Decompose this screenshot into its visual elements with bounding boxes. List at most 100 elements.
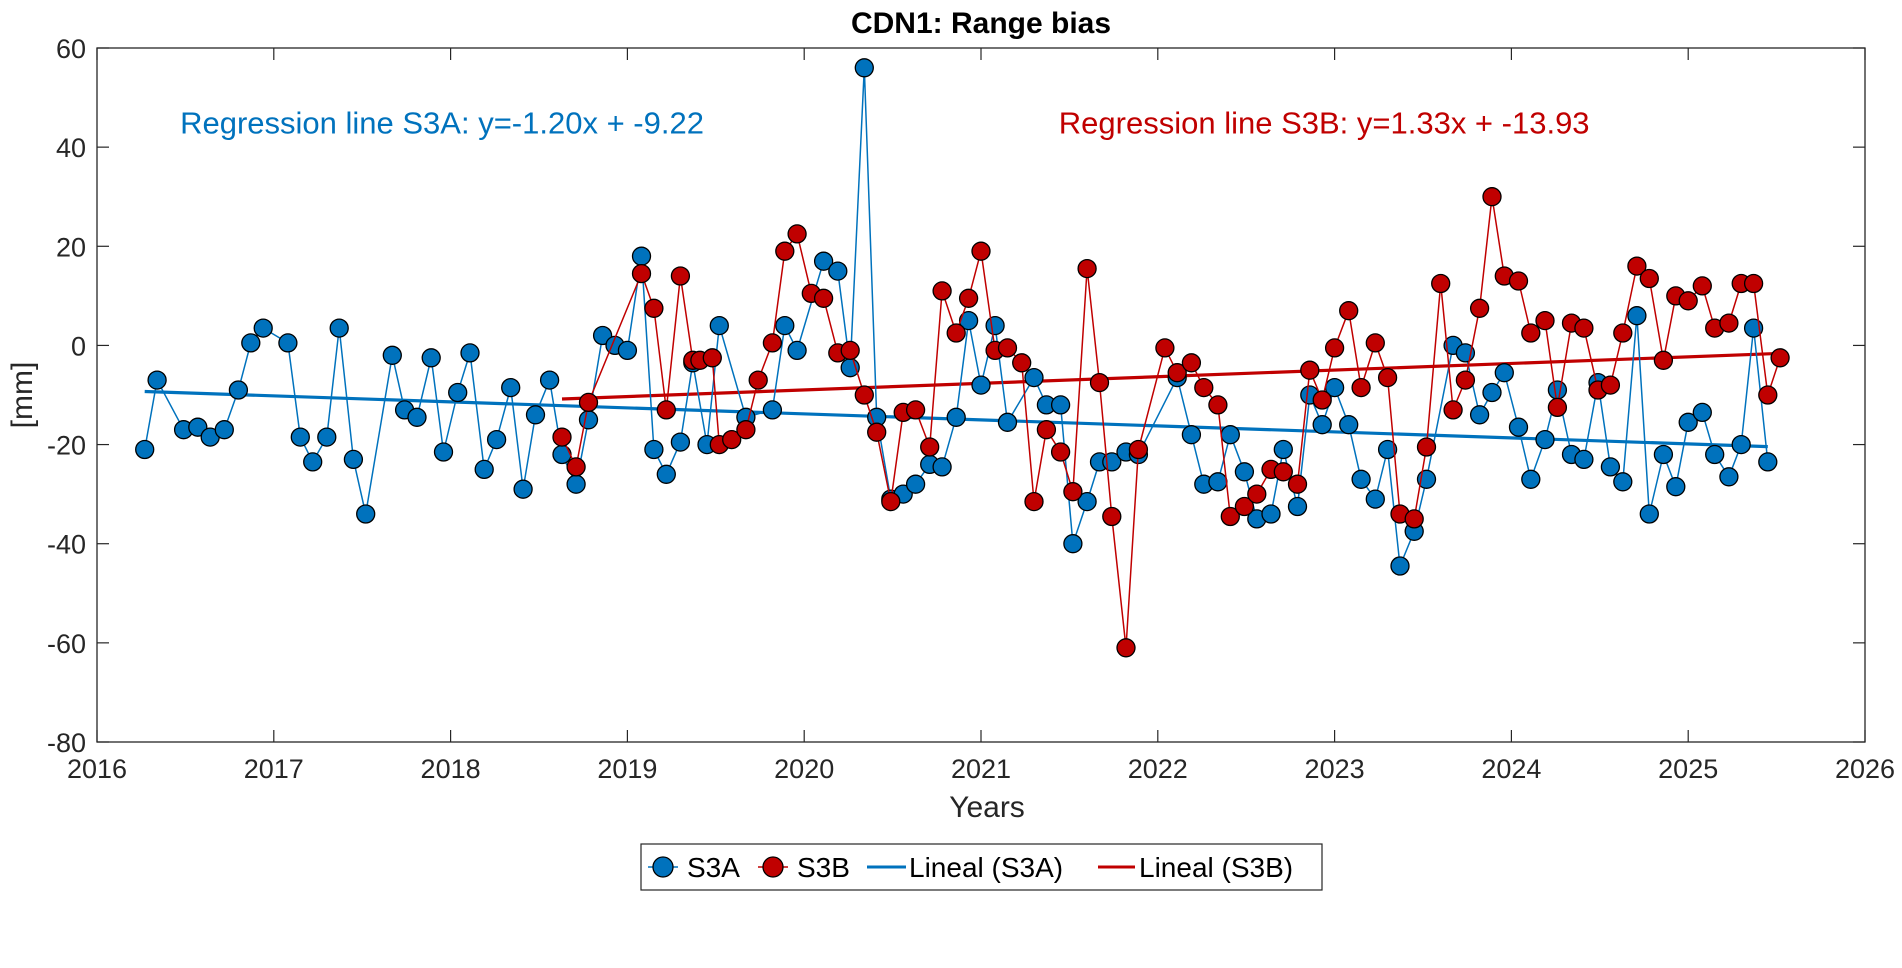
data-point-s3b	[840, 340, 860, 361]
data-point-s3b	[1692, 276, 1712, 296]
data-point-s3b	[881, 491, 901, 512]
data-point-s3a	[407, 407, 427, 427]
regression-annotation-s3a: Regression line S3A: y=-1.20x + -9.22	[180, 105, 704, 140]
data-point-s3b	[1351, 377, 1371, 398]
data-point-s3b	[1377, 367, 1398, 388]
x-tick-label: 2021	[951, 754, 1011, 784]
legend-lineal-s3a-label: Lineal (S3A)	[909, 852, 1063, 883]
data-point-s3b	[1770, 348, 1790, 368]
data-point-s3a	[486, 429, 507, 450]
data-point-s3a	[617, 340, 638, 361]
data-point-s3a	[278, 333, 298, 353]
data-point-s3a	[1351, 469, 1371, 489]
data-point-s3a	[971, 375, 991, 395]
data-point-s3b	[1535, 310, 1555, 331]
data-point-s3a	[290, 427, 310, 447]
data-point-s3b	[722, 429, 742, 450]
data-point-s3a	[670, 432, 691, 452]
data-point-s3a	[1365, 489, 1385, 509]
data-point-s3a	[1273, 439, 1293, 460]
data-point-s3b	[1627, 256, 1647, 276]
data-point-s3a	[1208, 472, 1228, 492]
data-point-s3b	[566, 457, 586, 477]
data-point-s3a	[932, 457, 952, 477]
data-point-s3a	[1312, 415, 1332, 435]
y-tick-label: 0	[71, 331, 86, 361]
data-point-s3b	[1300, 360, 1320, 380]
data-point-s3b	[932, 281, 952, 301]
data-point-s3a	[228, 380, 249, 400]
plot-area	[97, 48, 1865, 742]
data-point-s3b	[1089, 372, 1110, 393]
data-point-s3a	[1050, 395, 1071, 415]
data-point-s3a	[1521, 469, 1541, 489]
data-point-s3a	[1731, 434, 1751, 455]
data-point-s3a	[1234, 462, 1255, 482]
data-point-s3b	[1102, 506, 1122, 527]
data-point-s3b	[1521, 323, 1541, 343]
data-point-s3b	[1455, 370, 1476, 390]
data-point-s3b	[1600, 375, 1621, 395]
data-point-s3b	[1208, 395, 1228, 415]
data-point-s3b	[1547, 397, 1568, 418]
data-point-s3b	[946, 323, 966, 343]
data-point-s3a	[501, 377, 521, 398]
tick-layer: 2016 2017 2018 2019 2020 2021 2022 2023 2024 2025…	[47, 34, 1895, 784]
y-tick-label: -60	[47, 629, 86, 659]
data-point-s3a	[1653, 444, 1674, 465]
data-point-s3b	[1167, 363, 1187, 383]
data-point-s3a	[421, 348, 441, 368]
data-point-s3b	[1508, 271, 1529, 291]
data-point-s3b	[1247, 484, 1267, 504]
x-tick-label: 2018	[421, 754, 481, 784]
data-point-s3a	[525, 405, 546, 425]
data-point-s3a	[1639, 504, 1659, 524]
data-point-s3a	[1024, 367, 1044, 388]
data-point-s3b	[1050, 442, 1071, 462]
data-point-s3b	[1482, 187, 1502, 207]
y-tick-label: 40	[56, 133, 86, 163]
data-point-s3a	[1535, 429, 1555, 450]
data-point-s3a	[1469, 405, 1490, 425]
x-tick-label: 2022	[1128, 754, 1188, 784]
x-tick-label: 2025	[1658, 754, 1718, 784]
data-point-s3a	[214, 420, 234, 440]
data-point-s3b	[775, 241, 795, 261]
y-tick-label: 60	[56, 34, 86, 64]
legend-box	[640, 843, 1323, 891]
data-point-s3b	[702, 348, 722, 368]
data-point-s3a	[1613, 472, 1633, 492]
data-point-s3a	[709, 315, 729, 336]
data-point-s3b	[631, 263, 652, 284]
data-point-s3b	[1339, 301, 1359, 321]
data-point-s3b	[1639, 268, 1659, 289]
data-point-s3a	[1261, 504, 1281, 524]
data-point-s3a	[1508, 417, 1529, 437]
x-tick-label: 2020	[774, 754, 834, 784]
data-point-s3a	[1077, 491, 1097, 512]
data-point-s3b	[1613, 323, 1633, 343]
legend: S3A S3B Lineal (S3A) Lineal (S3B)	[640, 843, 1323, 891]
data-point-s3b	[1287, 474, 1308, 494]
data-point-s3a	[1719, 467, 1739, 487]
x-tick-label: 2019	[597, 754, 657, 784]
data-point-s3a	[1494, 363, 1514, 383]
data-point-s3a	[1390, 556, 1410, 576]
data-point-s3a	[303, 452, 323, 472]
data-point-s3b	[1077, 258, 1097, 279]
series-s3b	[552, 187, 1790, 658]
chart-title: CDN1: Range bias	[851, 7, 1111, 40]
x-tick-label: 2016	[67, 754, 127, 784]
data-point-s3a	[946, 407, 966, 427]
data-point-s3a	[433, 442, 454, 462]
data-point-s3b	[644, 298, 664, 318]
data-point-s3b	[920, 437, 940, 457]
data-point-s3a	[813, 251, 834, 271]
data-point-s3a	[1627, 306, 1647, 326]
data-point-s3b	[1155, 338, 1175, 358]
data-point-s3a	[905, 474, 926, 494]
data-point-s3b	[736, 420, 756, 440]
x-tick-label: 2023	[1305, 754, 1365, 784]
data-point-s3a	[631, 246, 652, 266]
x-tick-label: 2026	[1835, 754, 1895, 784]
